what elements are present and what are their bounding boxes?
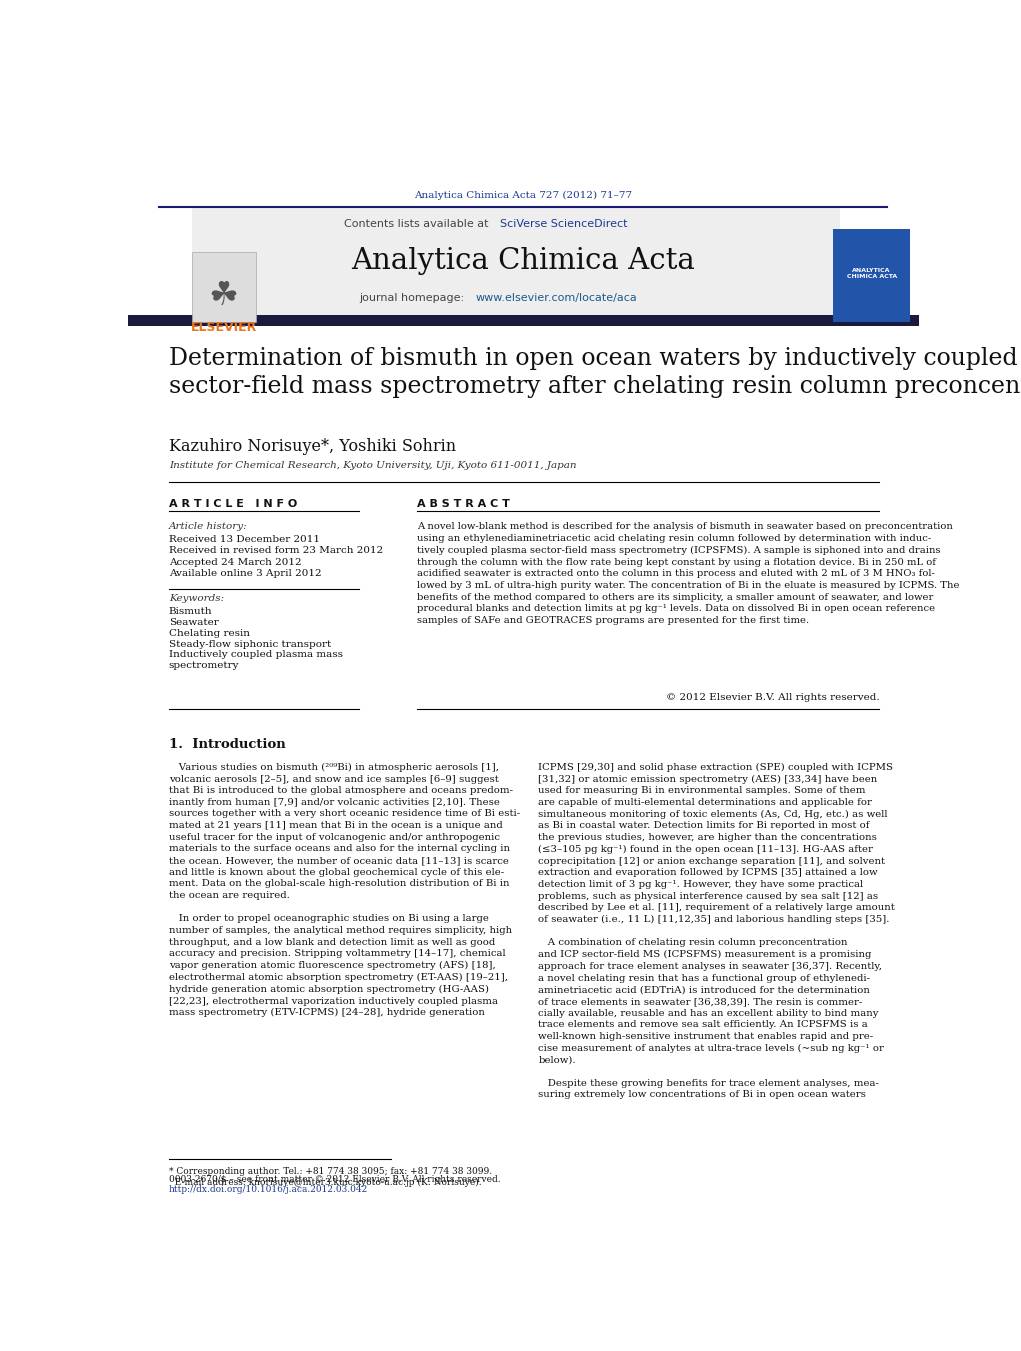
Bar — [192, 253, 255, 322]
Text: Kazuhiro Norisuye*, Yoshiki Sohrin: Kazuhiro Norisuye*, Yoshiki Sohrin — [168, 438, 455, 455]
Bar — [128, 315, 919, 326]
Text: spectrometry: spectrometry — [168, 661, 239, 670]
Text: Analytica Chimica Acta 727 (2012) 71–77: Analytica Chimica Acta 727 (2012) 71–77 — [415, 190, 632, 200]
Text: Chelating resin: Chelating resin — [168, 628, 250, 638]
Text: Bismuth: Bismuth — [168, 607, 212, 616]
Text: Article history:: Article history: — [168, 523, 247, 531]
Text: Available online 3 April 2012: Available online 3 April 2012 — [168, 570, 322, 578]
Text: Inductively coupled plasma mass: Inductively coupled plasma mass — [168, 650, 343, 659]
Text: Institute for Chemical Research, Kyoto University, Uji, Kyoto 611-0011, Japan: Institute for Chemical Research, Kyoto U… — [168, 461, 576, 470]
Text: E-mail address: knorisuye@inter3.kuic.kyoto-u.ac.jp (K. Norisuye).: E-mail address: knorisuye@inter3.kuic.ky… — [168, 1178, 481, 1188]
Text: journal homepage:: journal homepage: — [359, 293, 468, 303]
Text: ICPMS [29,30] and solid phase extraction (SPE) coupled with ICPMS
[31,32] or ato: ICPMS [29,30] and solid phase extraction… — [538, 763, 895, 1100]
Text: Analytica Chimica Acta: Analytica Chimica Acta — [351, 247, 695, 274]
Text: ELSEVIER: ELSEVIER — [191, 322, 257, 334]
Text: Contents lists available at: Contents lists available at — [344, 219, 491, 228]
Text: Received 13 December 2011: Received 13 December 2011 — [168, 535, 320, 544]
Text: ANALYTICA
CHIMICA ACTA: ANALYTICA CHIMICA ACTA — [846, 267, 896, 280]
Bar — [833, 230, 911, 322]
Text: A novel low-blank method is described for the analysis of bismuth in seawater ba: A novel low-blank method is described fo… — [417, 523, 959, 626]
Text: © 2012 Elsevier B.V. All rights reserved.: © 2012 Elsevier B.V. All rights reserved… — [666, 693, 879, 703]
Text: Keywords:: Keywords: — [168, 594, 224, 603]
Text: Accepted 24 March 2012: Accepted 24 March 2012 — [168, 558, 301, 567]
Text: 0003-2670/$ – see front matter © 2012 Elsevier B.V. All rights reserved.: 0003-2670/$ – see front matter © 2012 El… — [168, 1174, 500, 1183]
Bar — [192, 207, 840, 320]
Text: Various studies on bismuth (²⁰⁹Bi) in atmospheric aerosols [1],
volcanic aerosol: Various studies on bismuth (²⁰⁹Bi) in at… — [168, 763, 520, 1017]
Text: Received in revised form 23 March 2012: Received in revised form 23 March 2012 — [168, 546, 383, 555]
Text: A B S T R A C T: A B S T R A C T — [417, 499, 509, 508]
Text: 1.  Introduction: 1. Introduction — [168, 738, 286, 751]
Text: Seawater: Seawater — [168, 617, 218, 627]
Text: http://dx.doi.org/10.1016/j.aca.2012.03.042: http://dx.doi.org/10.1016/j.aca.2012.03.… — [168, 1185, 368, 1194]
Text: A R T I C L E   I N F O: A R T I C L E I N F O — [168, 499, 297, 508]
Text: Steady-flow siphonic transport: Steady-flow siphonic transport — [168, 639, 331, 648]
Text: SciVerse ScienceDirect: SciVerse ScienceDirect — [499, 219, 627, 228]
Text: Determination of bismuth in open ocean waters by inductively coupled plasma
sect: Determination of bismuth in open ocean w… — [168, 347, 1021, 399]
Text: ☘: ☘ — [208, 278, 239, 312]
Text: www.elsevier.com/locate/aca: www.elsevier.com/locate/aca — [476, 293, 637, 303]
Text: * Corresponding author. Tel.: +81 774 38 3095; fax: +81 774 38 3099.: * Corresponding author. Tel.: +81 774 38… — [168, 1167, 492, 1175]
